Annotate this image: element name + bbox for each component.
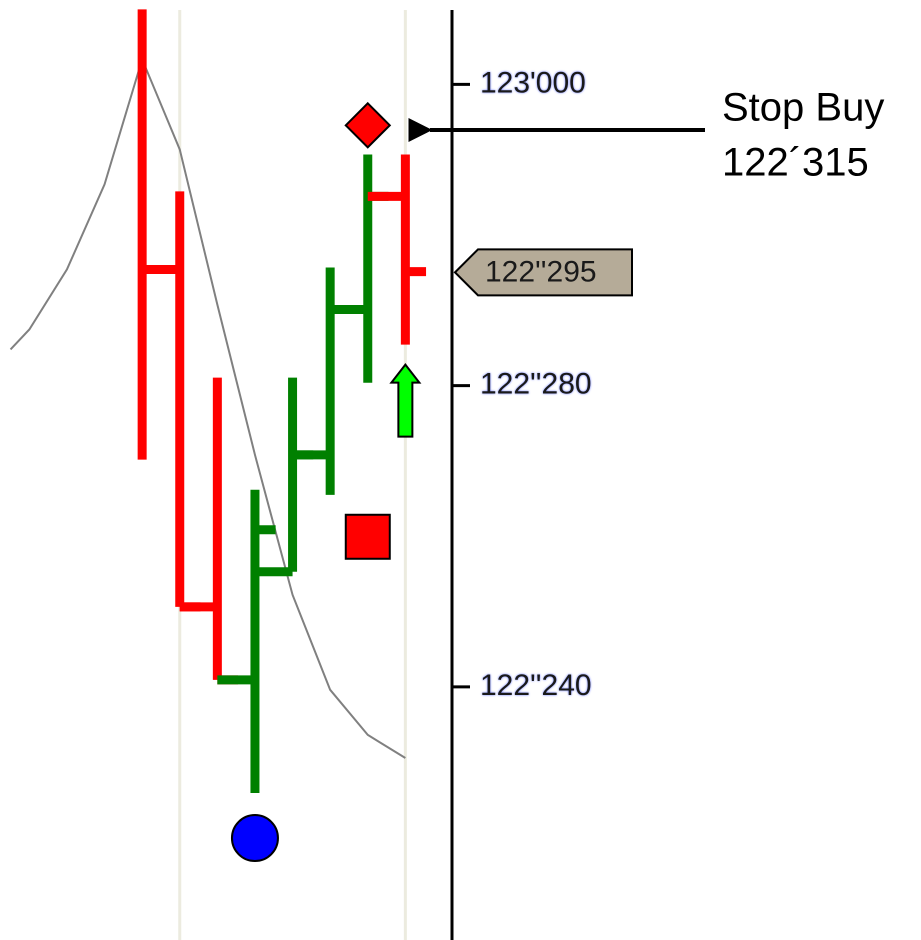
ohlc-bar: [330, 154, 389, 383]
moving-average: [9, 56, 406, 759]
ohlc-bar: [217, 489, 276, 793]
ohlc-bar: [367, 154, 427, 345]
y-tick-label: 123'000: [480, 66, 586, 99]
ohlc-bar: [179, 377, 239, 685]
ohlc-bar: [292, 267, 351, 495]
y-tick-label: 122''280: [480, 368, 592, 401]
y-tick-label: 122''240: [480, 669, 592, 702]
last-price-label: 122''295: [485, 255, 597, 288]
diamond-marker: [344, 101, 392, 149]
arrow-marker: [389, 363, 422, 438]
square-marker: [344, 513, 391, 560]
last-price-tag: [453, 248, 633, 297]
circle-marker: [230, 814, 279, 863]
ohlc-bar: [142, 191, 201, 612]
ohlc-bar: [254, 377, 314, 577]
ohlc-bar: [137, 9, 163, 460]
annotation-line: 122´315: [722, 141, 869, 185]
annotation-line: Stop Buy: [722, 86, 884, 130]
